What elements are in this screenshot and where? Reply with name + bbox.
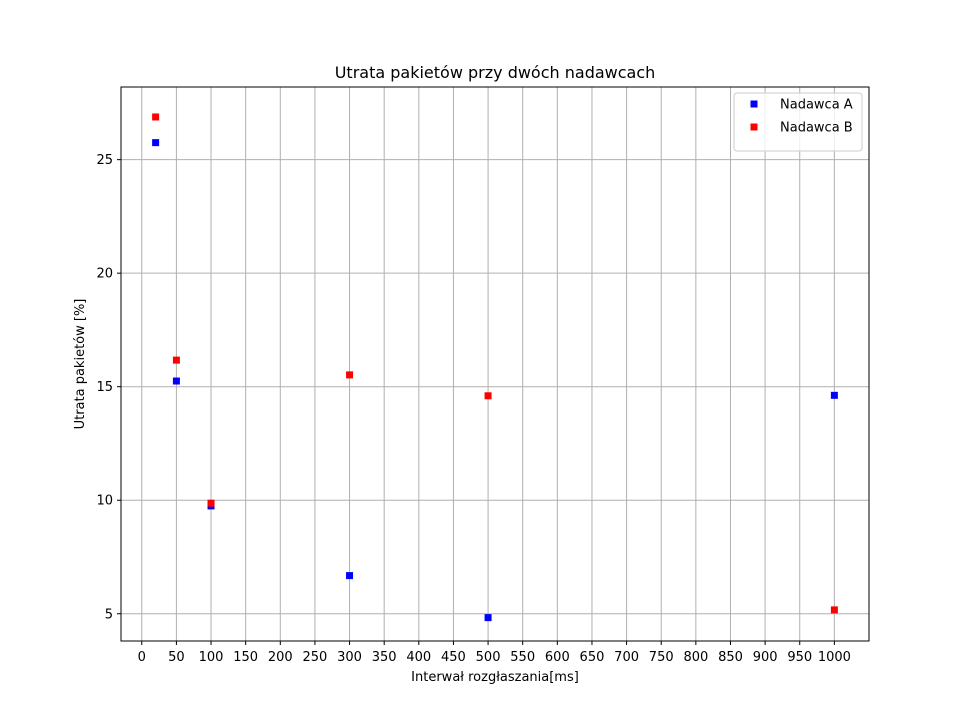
y-tick-label: 15 <box>96 380 113 395</box>
series-1-point <box>346 371 354 379</box>
legend-box <box>733 92 863 152</box>
data-points <box>152 113 838 622</box>
x-tick-label: 200 <box>268 650 293 665</box>
x-tick-label: 100 <box>199 650 224 665</box>
x-tick-label: 0 <box>138 650 146 665</box>
x-tick-label: 350 <box>372 650 397 665</box>
series-0-point <box>172 377 180 385</box>
x-tick-label: 900 <box>753 650 778 665</box>
y-tick-label: 20 <box>96 267 113 282</box>
series-1-point <box>152 113 160 121</box>
x-tick-label: 850 <box>718 650 743 665</box>
x-tick-label: 550 <box>510 650 535 665</box>
x-tick-label: 650 <box>580 650 605 665</box>
x-tick-label: 150 <box>233 650 258 665</box>
x-axis-title: Interwał rozgłaszania[ms] <box>411 670 579 685</box>
series-0-point <box>484 614 492 622</box>
x-tick-label: 400 <box>406 650 431 665</box>
series-1-point <box>484 392 492 400</box>
x-tick-label: 800 <box>683 650 708 665</box>
grid-lines <box>121 87 869 641</box>
x-tick-label: 950 <box>787 650 812 665</box>
series-0-point <box>152 139 160 147</box>
series-1-point <box>830 606 838 614</box>
y-tick-label: 25 <box>96 153 113 168</box>
y-axis-ticks: 5 10 15 20 25 <box>96 153 121 622</box>
series-0-point <box>346 572 354 580</box>
x-tick-label: 450 <box>441 650 466 665</box>
plot-frame <box>120 86 870 642</box>
x-tick-label: 50 <box>168 650 185 665</box>
y-tick-label: 10 <box>96 494 113 509</box>
series-0-point <box>830 391 838 399</box>
legend: Nadawca A Nadawca B <box>733 92 863 152</box>
y-tick-label: 5 <box>105 607 113 622</box>
legend-marker <box>750 123 758 131</box>
legend-marker <box>750 100 758 108</box>
x-tick-label: 600 <box>545 650 570 665</box>
x-tick-label: 250 <box>303 650 328 665</box>
x-tick-label: 700 <box>614 650 639 665</box>
series-1-point <box>172 356 180 364</box>
y-axis-title: Utrata pakietów [%] <box>73 299 88 430</box>
legend-label: Nadawca A <box>780 98 853 113</box>
legend-label: Nadawca B <box>780 121 853 136</box>
x-axis-ticks: 0 50 100 150 200 250 300 350 400 450 500 550 600 650 7… <box>138 641 851 665</box>
x-tick-label: 1000 <box>818 650 851 665</box>
x-tick-label: 300 <box>337 650 362 665</box>
x-tick-label: 750 <box>649 650 674 665</box>
chart-title: Utrata pakietów przy dwóch nadawcach <box>335 63 656 82</box>
series-1-point <box>207 499 215 507</box>
x-tick-label: 500 <box>476 650 501 665</box>
